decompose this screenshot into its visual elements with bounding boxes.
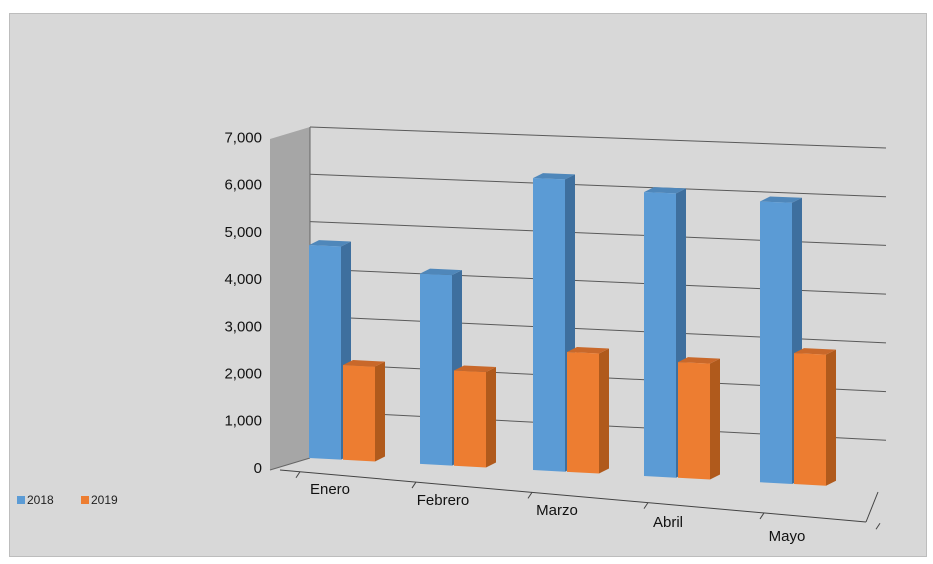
y-tick-label: 0 (254, 460, 262, 477)
bar-front (760, 201, 792, 484)
bar-top (760, 196, 802, 203)
bar-top (533, 173, 575, 180)
bar-front (533, 178, 565, 472)
bar-front (343, 365, 375, 462)
y-tick-label: 7,000 (224, 130, 262, 147)
category-label-enero: Enero (310, 481, 350, 498)
bar-side (599, 348, 609, 474)
gridlines (309, 126, 887, 441)
category-label-marzo: Marzo (536, 502, 578, 519)
y-tick-label: 4,000 (224, 271, 262, 288)
bar-top (794, 348, 836, 355)
x-axis-line (279, 469, 867, 523)
side-wall (270, 127, 310, 470)
y-tick-label: 5,000 (224, 224, 262, 241)
bar-2019-marzo (567, 347, 609, 474)
bar-2019-mayo (794, 348, 836, 486)
category-label-febrero: Febrero (417, 492, 470, 509)
bar-top (343, 360, 385, 367)
legend-swatch-2018 (17, 496, 25, 504)
x-tick-mark (759, 512, 765, 520)
bar-front (678, 362, 710, 480)
bar-top (454, 365, 496, 373)
bar-front (454, 370, 486, 468)
bar-front (794, 353, 826, 486)
bar-top (567, 347, 609, 354)
bar-2019-abril (678, 357, 720, 480)
legend-label-2019: 2019 (91, 493, 118, 507)
category-label-mayo: Mayo (769, 528, 806, 545)
legend-swatch-2019 (81, 496, 89, 504)
chart-area: 0 1,000 2,000 3,000 4,000 5,000 6,000 7,000 Ene… (9, 13, 927, 557)
gridline (309, 126, 887, 149)
bar-front (644, 192, 676, 478)
y-tick-label: 6,000 (224, 177, 262, 194)
y-tick-label: 2,000 (224, 365, 262, 382)
back-wall (270, 127, 310, 470)
bar-side (710, 358, 720, 480)
bar-side (375, 361, 385, 462)
bar-front (567, 352, 599, 474)
bar-top (420, 268, 462, 276)
bar-top (644, 187, 686, 194)
bar-top (678, 357, 720, 364)
legend: 2018 2019 (17, 493, 118, 507)
gridline (309, 173, 887, 198)
bar-front (420, 273, 452, 466)
bar-2019-febrero (454, 365, 496, 468)
bar-top (309, 240, 351, 247)
x-tick-mark (295, 471, 301, 479)
category-label-abril: Abril (653, 514, 683, 531)
wall-floor-edge (269, 457, 311, 471)
bar-front (309, 245, 341, 460)
bar-side (486, 367, 496, 468)
x-tick-mark (411, 481, 417, 489)
chart-svg: 0 1,000 2,000 3,000 4,000 5,000 6,000 7,000 Ene… (17, 126, 887, 545)
y-tick-labels: 0 1,000 2,000 3,000 4,000 5,000 6,000 7,000 (224, 130, 262, 477)
bar-2019-enero (343, 360, 385, 462)
x-tick-mark (875, 522, 881, 530)
y-tick-label: 1,000 (224, 413, 262, 430)
x-tick-mark (527, 492, 533, 499)
bars (309, 173, 836, 486)
bar-side (826, 349, 836, 486)
y-tick-label: 3,000 (224, 318, 262, 335)
category-labels: Enero Febrero Marzo Abril Mayo (310, 481, 805, 545)
legend-label-2018: 2018 (27, 493, 54, 507)
floor-right-edge (865, 491, 879, 523)
x-tick-mark (643, 502, 649, 509)
